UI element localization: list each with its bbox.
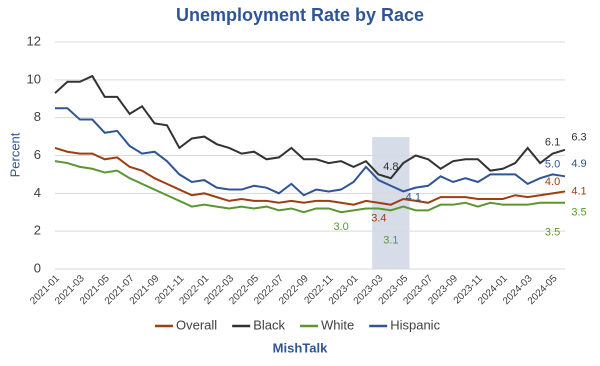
data-label: 3.5 bbox=[545, 227, 560, 239]
data-label: 3.5 bbox=[571, 207, 586, 219]
series-line bbox=[54, 160, 565, 214]
series-line bbox=[54, 74, 566, 180]
data-label: 4.8 bbox=[383, 161, 398, 173]
y-tick-label: 12 bbox=[27, 33, 41, 48]
chart-title: Unemployment Rate by Race bbox=[176, 5, 424, 25]
footer: MishTalk bbox=[273, 340, 328, 355]
y-tick-label: 4 bbox=[34, 185, 41, 200]
y-axis-label: Percent bbox=[7, 132, 22, 177]
data-label: 6.1 bbox=[545, 137, 560, 149]
legend-label: Hispanic bbox=[390, 317, 440, 332]
data-label: 4.1 bbox=[571, 185, 586, 197]
data-label: 4.9 bbox=[571, 158, 586, 170]
y-tick-label: 6 bbox=[34, 147, 41, 162]
y-tick-label: 8 bbox=[34, 109, 41, 124]
y-tick-label: 2 bbox=[34, 223, 41, 238]
data-label: 3.4 bbox=[371, 213, 386, 225]
data-label: 3.1 bbox=[383, 234, 398, 246]
legend-label: Black bbox=[253, 317, 285, 332]
y-tick-label: 0 bbox=[34, 260, 41, 275]
legend-label: White bbox=[321, 317, 354, 332]
data-label: 4.1 bbox=[406, 191, 421, 203]
data-label: 4.0 bbox=[545, 176, 560, 188]
y-tick-label: 10 bbox=[27, 71, 41, 86]
data-label: 3.0 bbox=[333, 221, 348, 233]
data-label: 5.0 bbox=[545, 158, 560, 170]
series-line bbox=[55, 107, 566, 197]
series-line bbox=[54, 146, 566, 206]
data-label: 6.3 bbox=[571, 132, 586, 144]
legend-label: Overall bbox=[176, 317, 217, 332]
